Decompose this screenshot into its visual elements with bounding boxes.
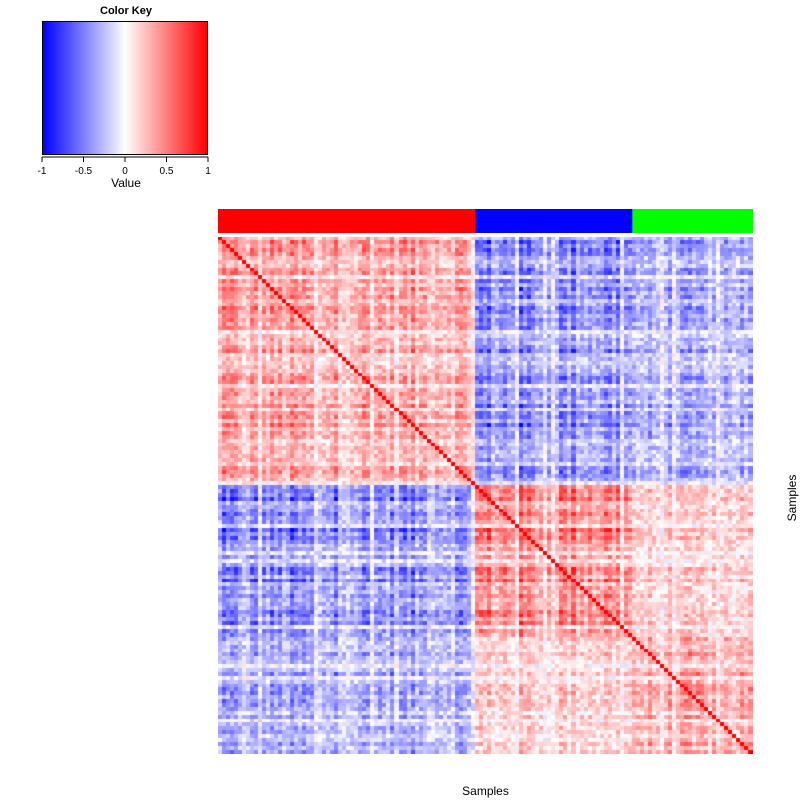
color-key-tick-label: 0.5 [160, 166, 174, 177]
color-key: Color Key -1 -0.5 0 0.5 1 Value [36, 0, 216, 195]
group-color-sidebar [218, 209, 753, 233]
y-axis-label: Samples [785, 474, 799, 522]
color-key-axis: -1 -0.5 0 0.5 1 [38, 156, 211, 177]
color-key-tick-label: -0.5 [75, 166, 93, 177]
group-color-bar [218, 209, 476, 233]
color-key-tick-label: -1 [38, 166, 47, 177]
color-key-tick-label: 1 [205, 166, 211, 177]
color-key-title: Color Key [100, 5, 152, 17]
color-key-gradient [42, 21, 208, 155]
heatmap-area [218, 209, 753, 754]
group-color-bar [475, 209, 633, 233]
correlation-heatmap [218, 237, 753, 754]
color-key-xlabel: Value [111, 176, 141, 190]
group-color-bar [632, 209, 753, 233]
x-axis-label: Samples [462, 784, 509, 798]
color-key-tick-label: 0 [122, 166, 128, 177]
